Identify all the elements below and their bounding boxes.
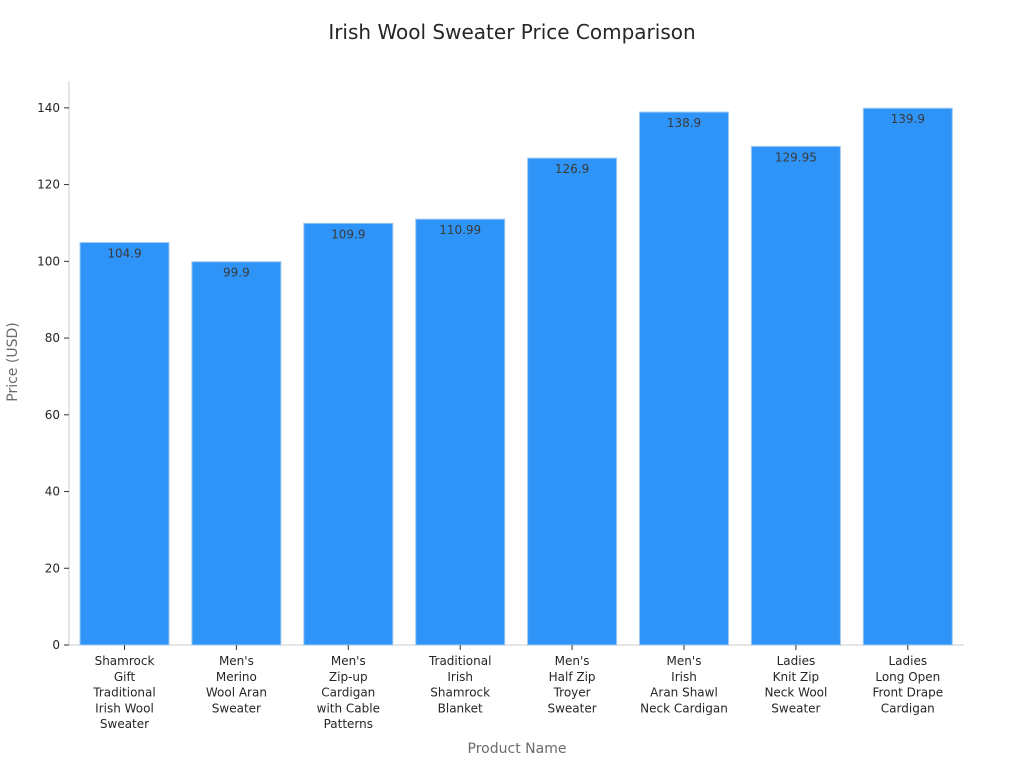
y-tick-label: 60	[45, 408, 60, 422]
y-tick-label: 0	[52, 638, 60, 652]
x-tick-label: Ladies Long Open Front Drape Cardigan	[872, 654, 943, 715]
x-tick-label: Men's Merino Wool Aran Sweater	[206, 654, 267, 715]
x-tick-label: Men's Zip-up Cardigan with Cable Patterns	[317, 654, 380, 731]
y-tick-label: 100	[37, 254, 60, 268]
bar	[303, 222, 394, 646]
bar	[527, 157, 618, 646]
bar-value-label: 138.9	[667, 116, 701, 130]
bar-value-label: 139.9	[891, 112, 925, 126]
bar	[750, 145, 841, 646]
bar-value-label: 109.9	[331, 227, 365, 241]
bar-value-label: 126.9	[555, 162, 589, 176]
bar-value-label: 99.9	[223, 266, 250, 280]
bar	[191, 261, 282, 646]
bar	[862, 107, 953, 646]
x-tick-label: Men's Half Zip Troyer Sweater	[547, 654, 596, 715]
bar	[79, 242, 170, 646]
y-tick-label: 140	[37, 101, 60, 115]
bar	[639, 111, 729, 646]
x-tick-label: Shamrock Gift Traditional Irish Wool Sweater	[92, 654, 155, 731]
x-tick-label: Men's Irish Aran Shawl Neck Cardigan	[640, 654, 728, 715]
x-tick-label: Traditional Irish Shamrock Blanket	[428, 654, 491, 715]
y-tick-label: 40	[45, 485, 60, 499]
bar-value-label: 110.99	[439, 223, 481, 237]
bar-value-label: 129.95	[775, 150, 817, 164]
y-tick-label: 20	[45, 561, 60, 575]
y-tick-label: 120	[37, 178, 60, 192]
y-tick-label: 80	[45, 331, 60, 345]
x-axis-label: Product Name	[467, 741, 567, 757]
chart-title: Irish Wool Sweater Price Comparison	[328, 20, 696, 44]
bar-value-label: 104.9	[107, 247, 141, 261]
x-tick-label: Ladies Knit Zip Neck Wool Sweater	[764, 654, 827, 715]
bar	[415, 218, 506, 646]
